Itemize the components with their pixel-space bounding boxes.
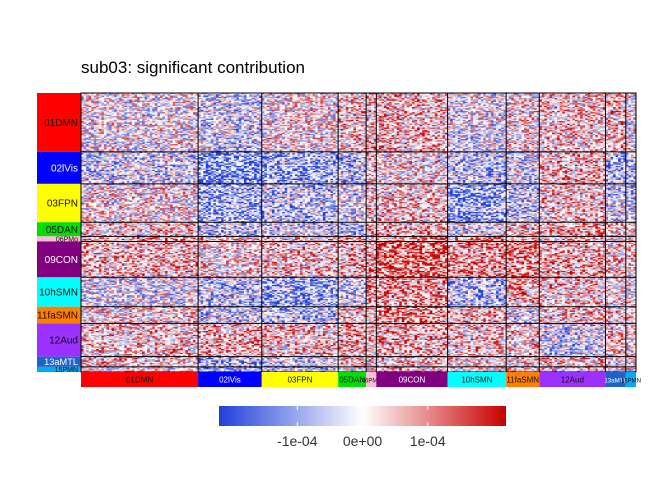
row-network-label: 15PMN [55, 367, 78, 374]
row-annotation-strip: 01DMN02lVis03FPN05DAN06PMo09CON10hSMN11f… [37, 93, 81, 374]
row-network-label: 13aMTL [44, 357, 78, 367]
row-network-label: 05DAN [46, 225, 78, 236]
row-network-label: 11faSMN [37, 311, 78, 322]
connectivity-matrix [81, 93, 636, 372]
row-network-label: 03FPN [47, 199, 78, 210]
row-network-label: 12Aud [49, 336, 78, 347]
row-network-label: 09CON [45, 255, 78, 266]
row-network-label: 02lVis [51, 163, 78, 174]
row-network-label: 01DMN [44, 118, 78, 129]
row-network-label: 10hSMN [39, 288, 78, 299]
